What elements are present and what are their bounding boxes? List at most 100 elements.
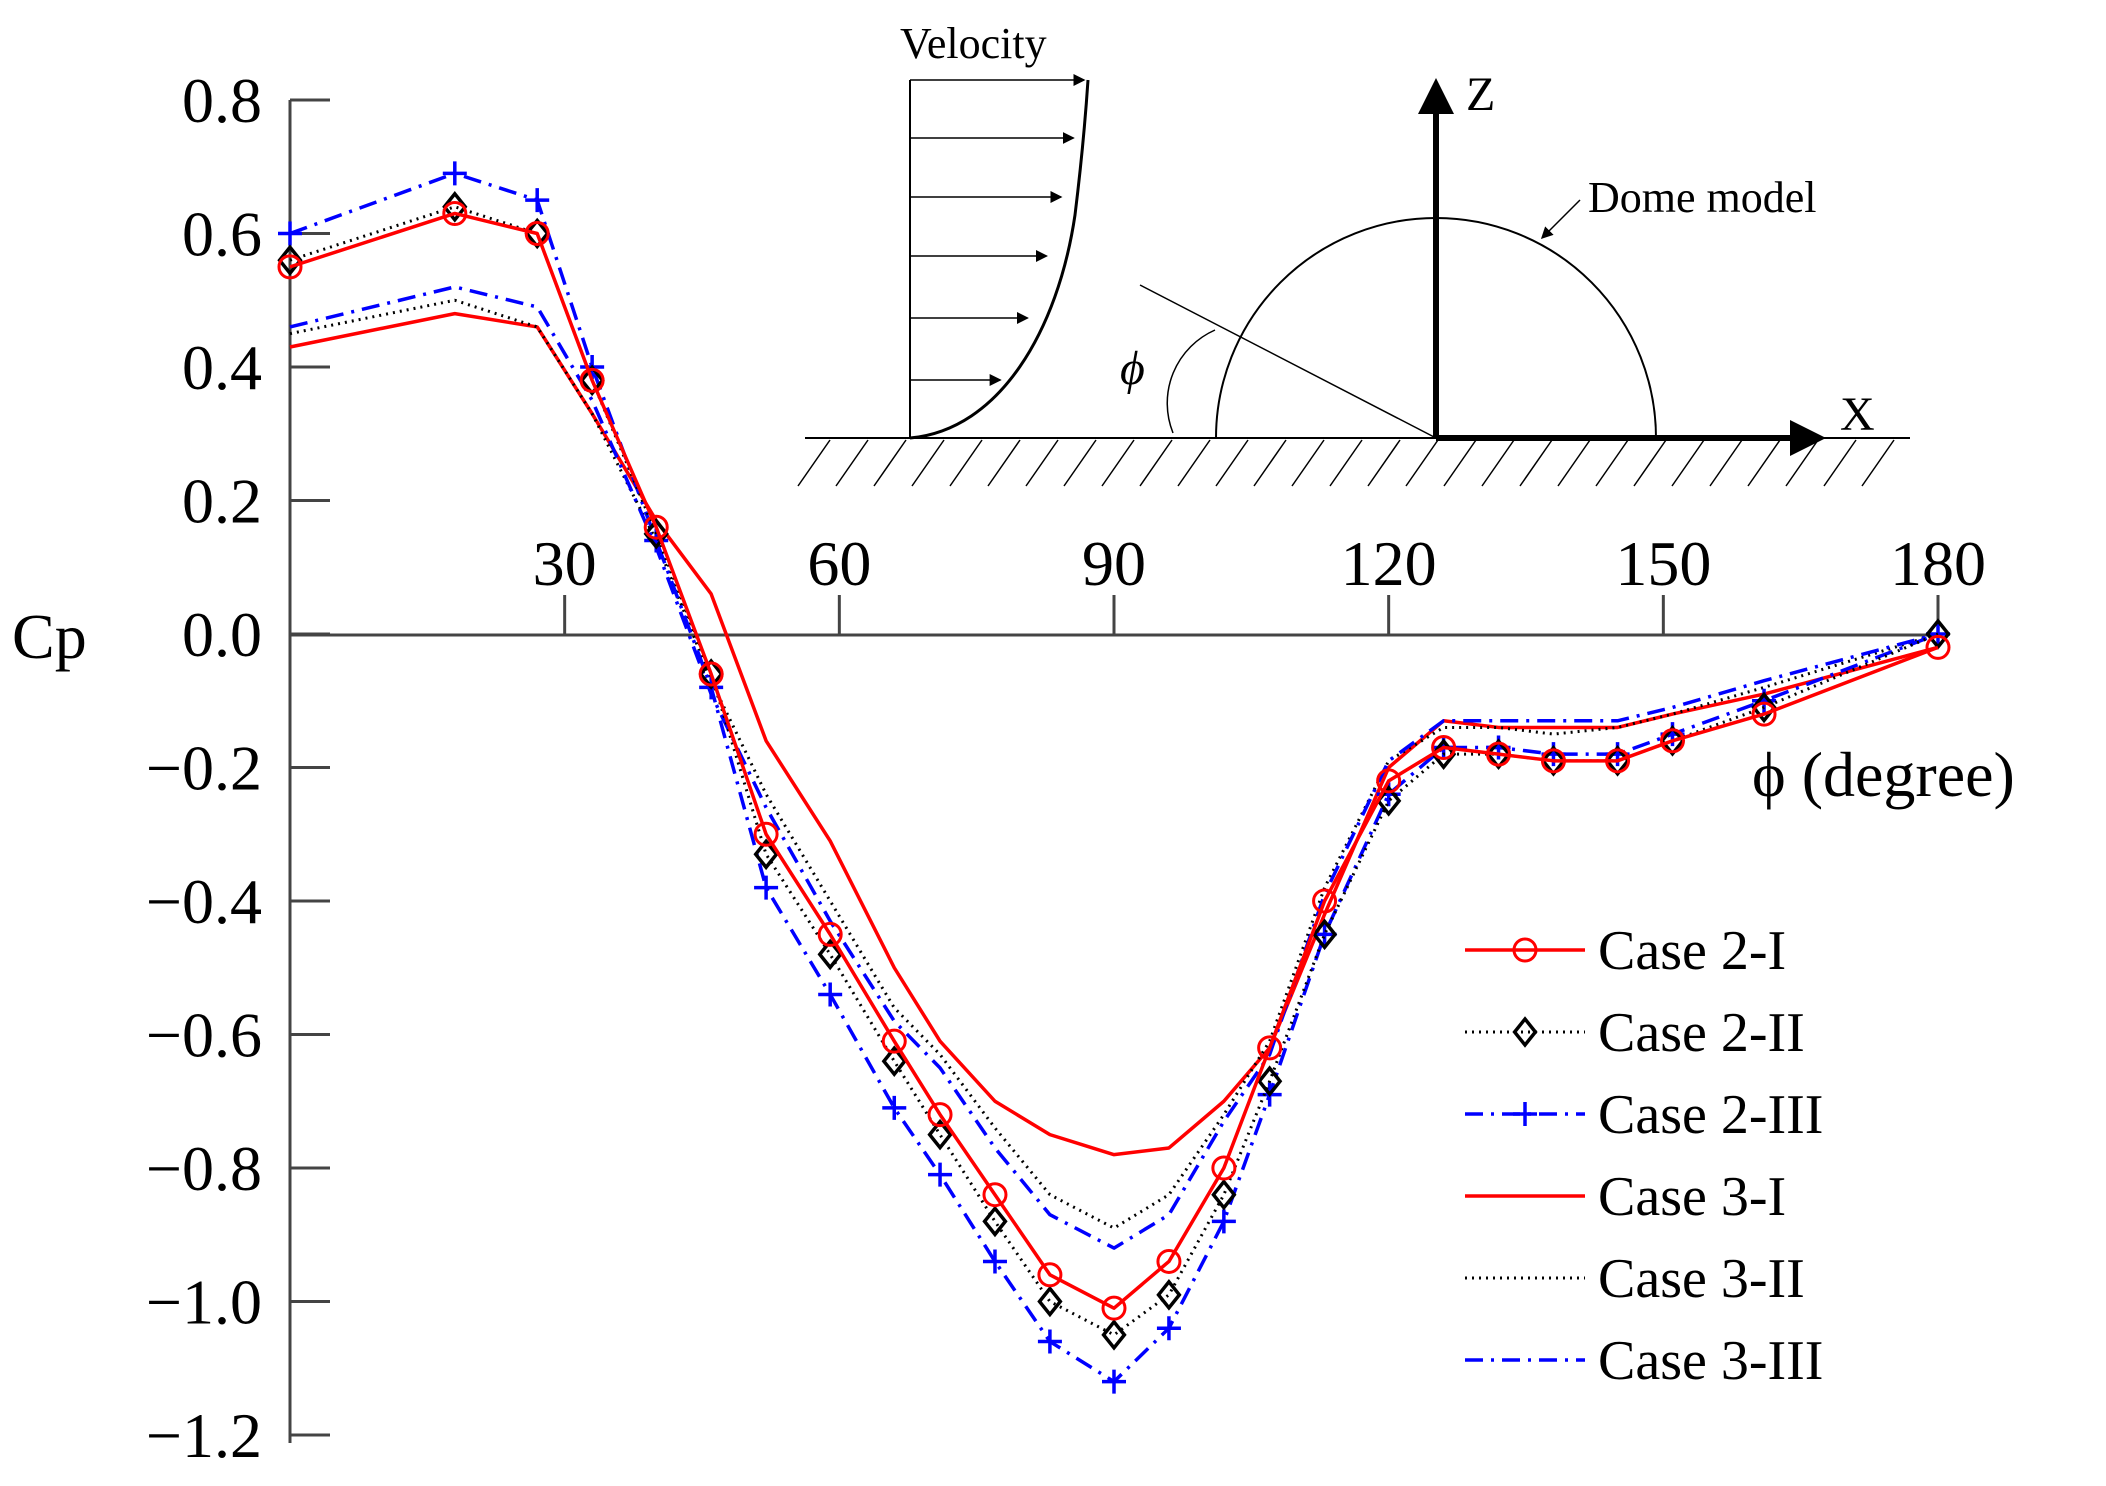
data-point-diamond (524, 217, 550, 250)
x-tick-label: 120 (1341, 528, 1437, 599)
y-tick-label: 0.6 (182, 199, 262, 270)
x-tick-label: 30 (533, 528, 597, 599)
data-point-diamond (1540, 745, 1567, 777)
data-point-circle (579, 367, 605, 393)
velocity-profile-curve (909, 79, 1090, 440)
data-point-plus (1312, 922, 1337, 947)
phi-angle-label: ϕ (1120, 342, 1145, 395)
data-point-diamond (927, 1118, 953, 1151)
data-point-plus (982, 1249, 1007, 1274)
data-point-circle (817, 921, 843, 947)
tangent-line (1139, 284, 1437, 439)
data-point-plus (1156, 1316, 1181, 1341)
data-point-diamond (1101, 1319, 1127, 1351)
data-point-circle (1431, 734, 1457, 760)
data-point-diamond (982, 1205, 1008, 1238)
hatch-line (1405, 439, 1439, 487)
legend-label: Case 3-I (1598, 1166, 1786, 1228)
y-tick-label: −1.2 (146, 1400, 262, 1471)
y-tick-label: 0.0 (182, 599, 262, 670)
data-point-circle (982, 1182, 1008, 1208)
dome-model-label: Dome model (1588, 173, 1817, 222)
y-axis-title: Cp (12, 601, 87, 672)
data-point-circle (1486, 741, 1512, 767)
data-point-diamond (753, 838, 779, 871)
hatch-line (949, 439, 983, 487)
hatch-line (987, 439, 1021, 487)
hatch-line (835, 439, 869, 487)
data-point-circle (1156, 1248, 1182, 1274)
x-ticks: 30 60 90 120 150 180 (533, 528, 1986, 635)
y-tick-label: 0.2 (182, 466, 262, 537)
hatch-line (1025, 439, 1059, 487)
hatch-line (1633, 439, 1667, 487)
hatch-line (1443, 439, 1477, 487)
legend-label: Case 2-III (1598, 1084, 1823, 1146)
data-point-diamond (881, 1045, 907, 1078)
data-point-diamond (817, 938, 843, 971)
hatch-line (1519, 439, 1553, 487)
legend-label: Case 2-II (1598, 1002, 1805, 1064)
hatch-line (1861, 439, 1895, 487)
hatch-line (1823, 439, 1857, 487)
hatch-line (1785, 439, 1819, 487)
data-point-plus (882, 1095, 907, 1120)
velocity-arrows (910, 74, 1086, 386)
data-point-diamond (698, 658, 724, 690)
data-point-diamond (1211, 1178, 1237, 1211)
hatch-line (1671, 439, 1705, 487)
series-line (289, 211, 1939, 1310)
data-point-circle (698, 661, 724, 687)
data-point-plus (442, 161, 467, 186)
y-tick-label: −1.0 (146, 1267, 262, 1338)
data-point-diamond (643, 518, 669, 550)
data-point-diamond (1925, 618, 1951, 650)
ground-hatching (797, 439, 1895, 487)
hatch-line (1139, 439, 1173, 487)
data-point-diamond (277, 244, 303, 277)
data-point-circle (1512, 937, 1538, 963)
data-point-plus (1102, 1369, 1126, 1394)
phi-angle-arc (1166, 329, 1216, 434)
data-point-circle (277, 254, 303, 280)
data-point-plus (1211, 1209, 1236, 1234)
data-point-circle (1312, 888, 1338, 914)
hatch-line (1367, 439, 1401, 487)
data-point-circle (927, 1102, 953, 1128)
hatch-line (797, 439, 831, 487)
data-point-diamond (1257, 1065, 1283, 1098)
data-point-plus (525, 188, 550, 213)
hatch-line (1709, 439, 1743, 487)
y-tick-label: −0.6 (146, 1000, 262, 1071)
data-point-circle (643, 514, 669, 540)
data-point-diamond (442, 190, 468, 223)
data-point-circle (1211, 1155, 1237, 1181)
data-point-circle (753, 821, 779, 847)
hatch-line (1101, 439, 1135, 487)
hatch-line (1329, 439, 1363, 487)
hatch-line (1557, 439, 1591, 487)
legend-label: Case 3-III (1598, 1330, 1823, 1392)
hatch-line (1177, 439, 1211, 487)
hatch-line (1253, 439, 1287, 487)
series-case-2-i (277, 200, 1951, 1321)
data-point-circle (1540, 748, 1566, 774)
data-point-diamond (1512, 1016, 1538, 1048)
data-point-plus (818, 982, 843, 1007)
x-tick-label: 90 (1082, 528, 1146, 599)
data-point-circle (1659, 728, 1685, 754)
data-point-diamond (1751, 691, 1777, 724)
data-point-circle (1101, 1295, 1127, 1321)
data-point-diamond (1311, 918, 1338, 951)
data-point-circle (1376, 768, 1402, 794)
inset-diagram: Velocity Dome model ϕ Z X (797, 19, 1910, 487)
velocity-label: Velocity (900, 19, 1047, 68)
data-point-plus (1037, 1329, 1062, 1354)
hatch-line (1063, 439, 1097, 487)
hatch-line (1595, 439, 1629, 487)
data-point-plus (928, 1162, 953, 1187)
hatch-line (911, 439, 945, 487)
data-point-circle (1037, 1262, 1063, 1288)
data-point-circle (442, 200, 468, 226)
